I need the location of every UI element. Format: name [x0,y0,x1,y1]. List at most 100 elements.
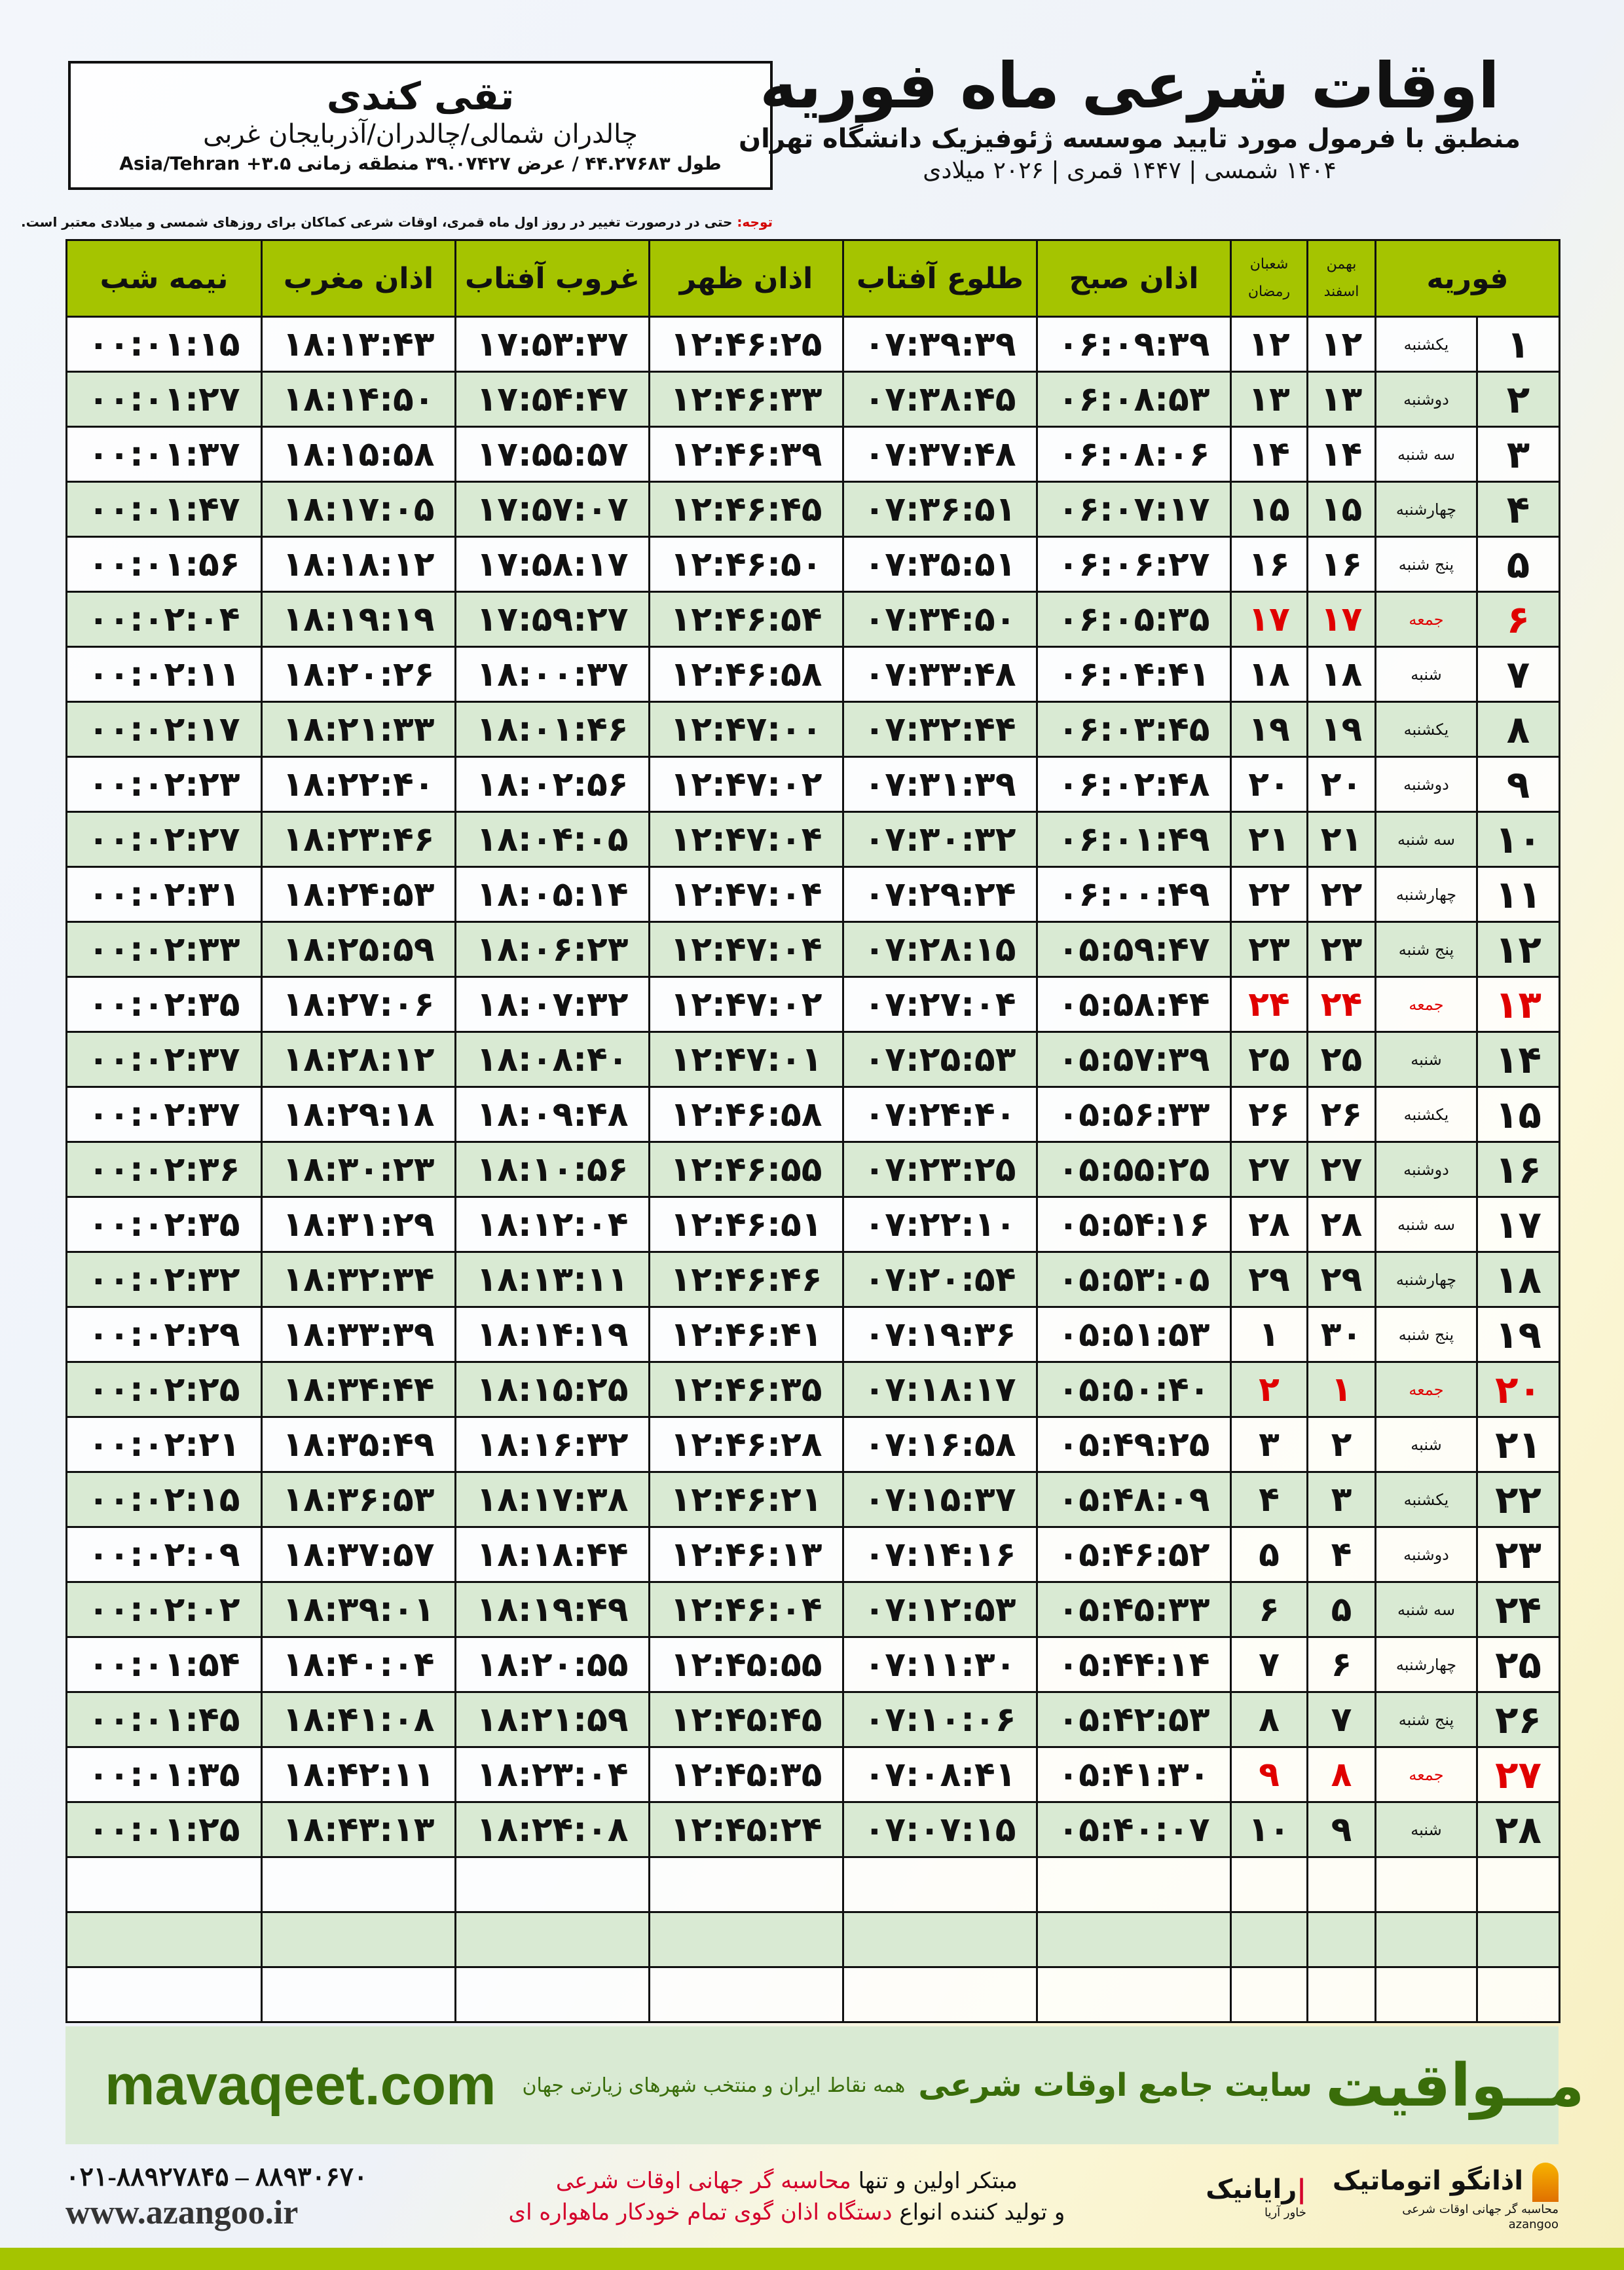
cell-dhuhr: ۱۲:۴۷:۰۴ [648,811,844,868]
cell-fajr: ۰۶:۰۱:۴۹ [1036,811,1232,868]
table-row [65,1911,1560,1968]
cell-sunset: ۱۸:۰۷:۳۲ [454,976,650,1033]
header-qamari-top: شعبان [1249,256,1289,273]
cell-shamsi: ۲۰ [1306,756,1376,813]
cell-weekday: سه شنبه [1375,426,1478,483]
azangoo-link[interactable]: www.azangoo.ir [65,2193,299,2231]
cell-qamari: ۲۵ [1230,1031,1308,1088]
table-row: ۱۲ پنج شنبه ۲۳ ۲۳ ۰۵:۵۹:۴۷ ۰۷:۲۸:۱۵ ۱۲:۴۷:۰۴ ۱۸… [65,921,1560,978]
cell-sunrise: ۰۷:۱۴:۱۶ [842,1526,1038,1583]
cell-weekday: جمعه [1375,1361,1478,1418]
cell-fajr: ۰۵:۵۵:۲۵ [1036,1141,1232,1198]
header-shamsi-bottom: اسفند [1323,284,1359,300]
cell-fajr: ۰۵:۵۴:۱۶ [1036,1196,1232,1253]
cell-sunrise: ۰۷:۳۵:۵۱ [842,536,1038,593]
cell-maghrib: ۱۸:۳۵:۴۹ [261,1416,456,1473]
cell-fajr: ۰۵:۴۴:۱۴ [1036,1636,1232,1693]
cell-maghrib: ۱۸:۲۱:۳۳ [261,701,456,758]
cell-sunrise [842,1856,1038,1913]
cell-sunset: ۱۸:۰۸:۴۰ [454,1031,650,1088]
cell-maghrib: ۱۸:۲۵:۵۹ [261,921,456,978]
cell-shamsi: ۲۱ [1306,811,1376,868]
slogan: مــواقیت سایت جامع اوقات شرعی همه نقاط ا… [523,2051,1585,2120]
cell-dhuhr [648,1911,844,1968]
cell-dhuhr: ۱۲:۴۵:۵۵ [648,1636,844,1693]
cell-weekday: شنبه [1375,1416,1478,1473]
cell-midnight: ۰۰:۰۲:۳۳ [65,921,263,978]
table-row: ۲ دوشنبه ۱۳ ۱۳ ۰۶:۰۸:۵۳ ۰۷:۳۸:۴۵ ۱۲:۴۶:۳۳ ۱۷:۵۴… [65,371,1560,428]
header-fajr: اذان صبح [1036,239,1232,318]
cell-shamsi: ۹ [1306,1801,1376,1858]
cell-midnight [65,1856,263,1913]
tagline-secondary: همه نقاط ایران و منتخب شهرهای زیارتی جها… [522,2074,906,2097]
cell-sunrise: ۰۷:۳۲:۴۴ [842,701,1038,758]
cell-weekday: شنبه [1375,1031,1478,1088]
cell-shamsi: ۲۲ [1306,866,1376,923]
cell-shamsi: ۳ [1306,1471,1376,1528]
cell-weekday: چهارشنبه [1375,1636,1478,1693]
cell-fajr: ۰۵:۴۶:۵۲ [1036,1526,1232,1583]
cell-qamari: ۱۵ [1230,481,1308,538]
cell-fajr [1036,1911,1232,1968]
cell-maghrib: ۱۸:۲۰:۲۶ [261,646,456,703]
cell-sunrise: ۰۷:۱۱:۳۰ [842,1636,1038,1693]
cell-fajr: ۰۵:۴۸:۰۹ [1036,1471,1232,1528]
cell-weekday: جمعه [1375,1746,1478,1803]
cell-shamsi: ۷ [1306,1691,1376,1748]
cell-shamsi: ۲۳ [1306,921,1376,978]
cell-qamari: ۱۸ [1230,646,1308,703]
cell-sunrise: ۰۷:۲۵:۵۳ [842,1031,1038,1088]
cell-sunset: ۱۷:۵۹:۲۷ [454,591,650,648]
table-row: ۳ سه شنبه ۱۴ ۱۴ ۰۶:۰۸:۰۶ ۰۷:۳۷:۴۸ ۱۲:۴۶:۳۹ ۱۷:۵… [65,426,1560,483]
cell-maghrib [261,1856,456,1913]
cell-qamari: ۴ [1230,1471,1308,1528]
cell-dhuhr: ۱۲:۴۶:۲۸ [648,1416,844,1473]
cell-fajr: ۰۶:۰۶:۲۷ [1036,536,1232,593]
cell-fajr: ۰۵:۵۷:۳۹ [1036,1031,1232,1088]
cell-qamari: ۲۸ [1230,1196,1308,1253]
header-shamsi-top: بهمن [1326,256,1357,273]
cell-day: ۱۹ [1476,1306,1560,1363]
cell-shamsi: ۲۶ [1306,1086,1376,1143]
cell-sunrise: ۰۷:۱۹:۳۶ [842,1306,1038,1363]
cell-sunset: ۱۸:۰۹:۴۸ [454,1086,650,1143]
location-coords: طول ۴۴.۲۷۶۸۳ / عرض ۳۹.۰۷۴۲۷ منطقه زمانی … [119,153,722,175]
cell-sunset: ۱۸:۱۷:۳۸ [454,1471,650,1528]
cell-midnight: ۰۰:۰۲:۲۷ [65,811,263,868]
cell-qamari: ۲۱ [1230,811,1308,868]
cell-qamari: ۲۹ [1230,1251,1308,1308]
cell-midnight: ۰۰:۰۲:۳۶ [65,1141,263,1198]
cell-sunset: ۱۸:۱۶:۳۲ [454,1416,650,1473]
cell-sunrise: ۰۷:۰۸:۴۱ [842,1746,1038,1803]
cell-maghrib: ۱۸:۴۲:۱۱ [261,1746,456,1803]
cell-dhuhr: ۱۲:۴۷:۰۰ [648,701,844,758]
cell-sunset: ۱۸:۰۰:۳۷ [454,646,650,703]
cell-weekday: شنبه [1375,646,1478,703]
cell-shamsi: ۱۴ [1306,426,1376,483]
cell-weekday: دوشنبه [1375,1526,1478,1583]
table-row: ۱۰ سه شنبه ۲۱ ۲۱ ۰۶:۰۱:۴۹ ۰۷:۳۰:۳۲ ۱۲:۴۷:۰۴ ۱۸:… [65,811,1560,868]
table-row: ۲۷ جمعه ۸ ۹ ۰۵:۴۱:۳۰ ۰۷:۰۸:۴۱ ۱۲:۴۵:۳۵ ۱۸:۲۳:۰۴… [65,1746,1560,1803]
location-region: چالدران شمالی/چالدران/آذربایجان غربی [202,119,638,150]
rayanik-mark-icon: | [1297,2174,1306,2205]
cell-dhuhr: ۱۲:۴۷:۰۱ [648,1031,844,1088]
cell-fajr: ۰۵:۵۸:۴۴ [1036,976,1232,1033]
cell-day: ۳ [1476,426,1560,483]
cell-maghrib: ۱۸:۱۵:۵۸ [261,426,456,483]
cell-shamsi: ۱۳ [1306,371,1376,428]
mavaqeet-link[interactable]: mavaqeet.com [105,2053,496,2117]
cell-weekday: شنبه [1375,1801,1478,1858]
cell-sunrise: ۰۷:۳۷:۴۸ [842,426,1038,483]
cell-maghrib: ۱۸:۳۰:۲۳ [261,1141,456,1198]
cell-midnight: ۰۰:۰۲:۲۳ [65,756,263,813]
cell-midnight: ۰۰:۰۲:۰۴ [65,591,263,648]
cell-weekday: چهارشنبه [1375,866,1478,923]
promo-text: مبتکر اولین و تنها محاسبه گر جهانی اوقات… [508,2166,1065,2228]
cell-weekday: چهارشنبه [1375,1251,1478,1308]
cell-day: ۲۳ [1476,1526,1560,1583]
cell-sunrise: ۰۷:۳۶:۵۱ [842,481,1038,538]
cell-qamari: ۲۳ [1230,921,1308,978]
cell-maghrib: ۱۸:۲۸:۱۲ [261,1031,456,1088]
table-row: ۵ پنج شنبه ۱۶ ۱۶ ۰۶:۰۶:۲۷ ۰۷:۳۵:۵۱ ۱۲:۴۶:۵۰ ۱۷:… [65,536,1560,593]
promo-line2: و تولید کننده انواع [892,2199,1065,2225]
